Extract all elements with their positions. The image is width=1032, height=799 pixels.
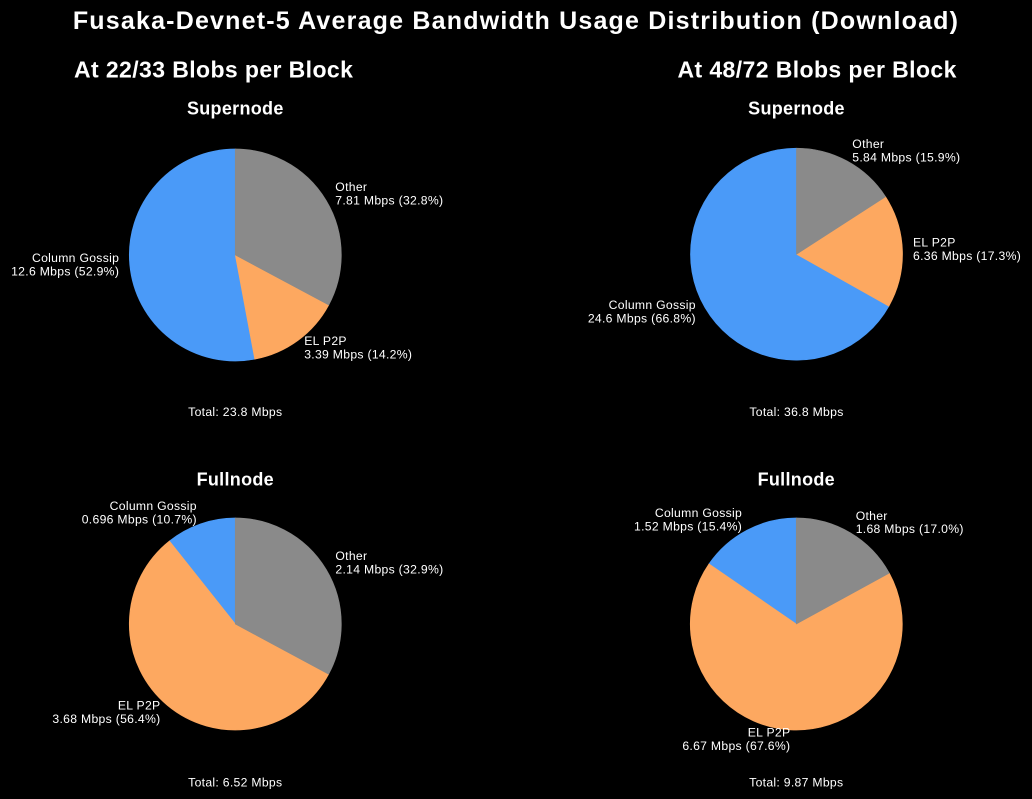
svg-text:Other: Other xyxy=(856,509,888,523)
svg-text:Column Gossip: Column Gossip xyxy=(110,499,197,513)
svg-text:Supernode: Supernode xyxy=(187,99,284,119)
svg-text:EL P2P: EL P2P xyxy=(118,699,161,713)
svg-text:EL P2P: EL P2P xyxy=(304,334,347,348)
svg-text:0.696 Mbps (10.7%): 0.696 Mbps (10.7%) xyxy=(82,512,197,526)
svg-text:2.14 Mbps (32.9%): 2.14 Mbps (32.9%) xyxy=(335,563,443,577)
svg-text:24.6 Mbps (66.8%): 24.6 Mbps (66.8%) xyxy=(588,312,696,326)
svg-text:3.39 Mbps (14.2%): 3.39 Mbps (14.2%) xyxy=(304,348,412,362)
svg-text:Total: 36.8 Mbps: Total: 36.8 Mbps xyxy=(749,405,843,419)
svg-text:Total: 23.8 Mbps: Total: 23.8 Mbps xyxy=(188,405,282,419)
svg-text:Other: Other xyxy=(335,549,367,563)
svg-text:Total: 9.87 Mbps: Total: 9.87 Mbps xyxy=(749,775,843,789)
svg-text:7.81 Mbps (32.8%): 7.81 Mbps (32.8%) xyxy=(335,194,443,208)
svg-text:At 22/33 Blobs per Block: At 22/33 Blobs per Block xyxy=(74,57,353,83)
svg-text:At 48/72 Blobs per Block: At 48/72 Blobs per Block xyxy=(678,57,957,83)
svg-text:12.6 Mbps (52.9%): 12.6 Mbps (52.9%) xyxy=(11,264,119,278)
svg-text:Fullnode: Fullnode xyxy=(758,470,835,490)
svg-text:1.52 Mbps (15.4%): 1.52 Mbps (15.4%) xyxy=(634,519,742,533)
svg-text:1.68 Mbps (17.0%): 1.68 Mbps (17.0%) xyxy=(856,522,964,536)
svg-text:5.84 Mbps (15.9%): 5.84 Mbps (15.9%) xyxy=(852,150,960,164)
svg-text:Other: Other xyxy=(852,137,884,151)
svg-text:Column Gossip: Column Gossip xyxy=(655,506,742,520)
svg-text:EL P2P: EL P2P xyxy=(748,726,791,740)
svg-text:6.36 Mbps (17.3%): 6.36 Mbps (17.3%) xyxy=(913,249,1021,263)
svg-text:EL P2P: EL P2P xyxy=(913,236,956,250)
svg-text:Total: 6.52 Mbps: Total: 6.52 Mbps xyxy=(188,775,282,789)
svg-text:Supernode: Supernode xyxy=(748,99,845,119)
svg-text:Column Gossip: Column Gossip xyxy=(32,251,119,265)
svg-text:Fusaka-Devnet-5 Average Bandwi: Fusaka-Devnet-5 Average Bandwidth Usage … xyxy=(73,7,959,35)
svg-text:3.68 Mbps (56.4%): 3.68 Mbps (56.4%) xyxy=(52,712,160,726)
svg-text:Fullnode: Fullnode xyxy=(197,470,274,490)
svg-text:6.67 Mbps (67.6%): 6.67 Mbps (67.6%) xyxy=(682,739,790,753)
svg-text:Column Gossip: Column Gossip xyxy=(609,298,696,312)
svg-text:Other: Other xyxy=(335,180,367,194)
